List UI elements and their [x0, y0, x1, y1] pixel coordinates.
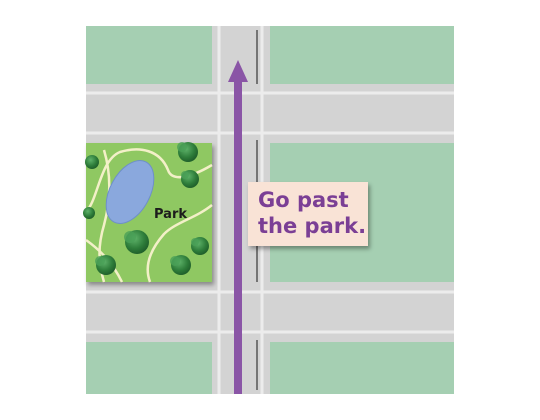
tree-icon [170, 255, 191, 275]
block-bottom-left [86, 342, 212, 394]
direction-label: Go past the park. [248, 182, 368, 246]
tree-icon [85, 155, 99, 169]
park-label: Park [154, 207, 187, 222]
pond-icon [105, 160, 155, 224]
tree-icon [191, 237, 209, 255]
block-top-right [270, 26, 454, 84]
direction-line-1: Go past [258, 188, 349, 212]
park-trees [83, 142, 209, 275]
tree-icon [177, 142, 198, 162]
north-arrow-icon [228, 60, 248, 394]
tree-icon [95, 255, 116, 275]
block-top-left [86, 26, 212, 84]
tree-icon [83, 207, 95, 219]
tree-icon [181, 170, 199, 188]
tree-icon [124, 230, 149, 254]
block-bottom-right [270, 342, 454, 394]
direction-line-2: the park. [258, 214, 367, 238]
